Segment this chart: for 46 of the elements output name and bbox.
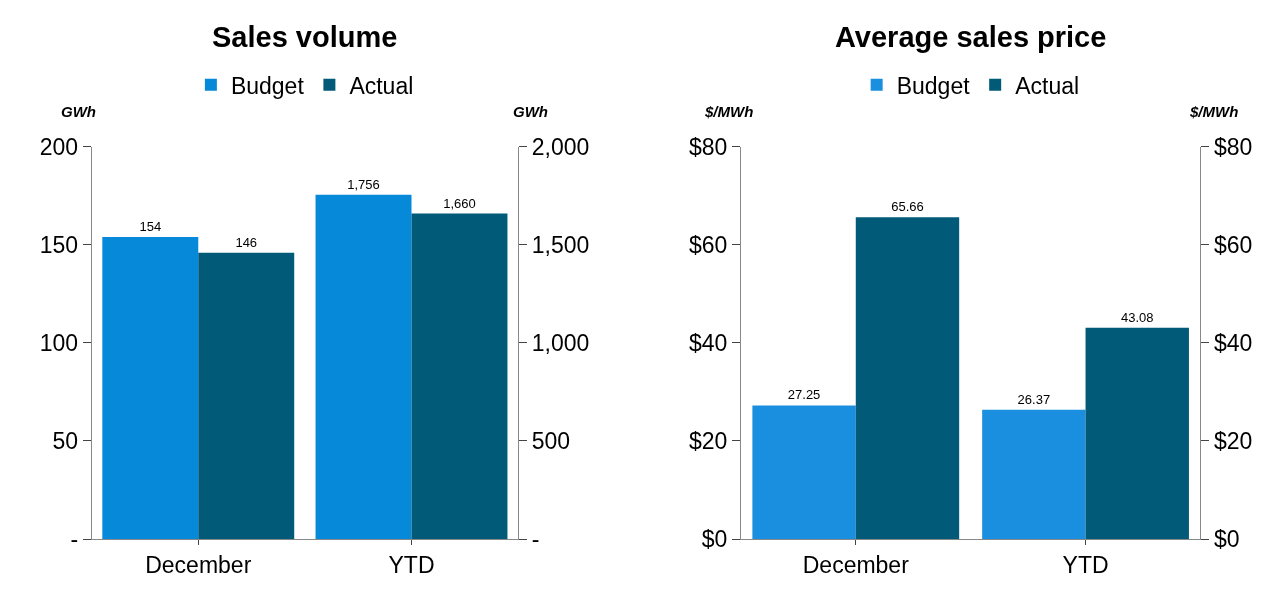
y-tick-label: $60 bbox=[688, 231, 728, 258]
bar bbox=[752, 405, 856, 540]
y2-tick-label: 500 bbox=[531, 428, 571, 455]
data-label: 154 bbox=[139, 219, 162, 235]
y-tick-label: 100 bbox=[39, 330, 79, 356]
legend-label: Actual bbox=[1015, 72, 1080, 99]
y2-axis-title: $/MWh bbox=[1189, 103, 1239, 120]
y2-axis-title: GWh bbox=[513, 103, 548, 120]
y2-tick-label: 1,500 bbox=[531, 231, 590, 258]
y2-tick-label: $60 bbox=[1214, 231, 1253, 258]
data-label: 43.08 bbox=[1120, 309, 1154, 325]
data-label: 26.37 bbox=[1017, 391, 1051, 407]
data-label: 1,660 bbox=[443, 195, 476, 211]
x-tick-label: YTD bbox=[1062, 551, 1109, 578]
y-axis-title: $/MWh bbox=[704, 103, 754, 120]
y-tick-label: 50 bbox=[52, 428, 79, 455]
y2-tick-label: $80 bbox=[1214, 133, 1253, 160]
y-tick-label: - bbox=[70, 526, 79, 553]
y-tick-label: $80 bbox=[688, 133, 728, 160]
y-tick-label: $40 bbox=[688, 330, 728, 357]
y2-tick-label: $40 bbox=[1214, 330, 1253, 357]
bar bbox=[982, 409, 1086, 540]
y-tick-label: 150 bbox=[39, 231, 79, 258]
legend-label: Actual bbox=[349, 72, 414, 99]
y2-tick-label: $20 bbox=[1214, 428, 1253, 455]
x-tick-label: December bbox=[145, 551, 252, 578]
data-label: 27.25 bbox=[787, 387, 821, 403]
chart-title: Average sales price bbox=[835, 21, 1107, 53]
y2-tick-label: 1,000 bbox=[531, 330, 590, 356]
y2-tick-label: $0 bbox=[1214, 526, 1240, 553]
legend-label: Budget bbox=[896, 72, 971, 99]
y-tick-label: $0 bbox=[701, 526, 728, 553]
y-axis-title: GWh bbox=[61, 103, 96, 120]
y2-tick-label: - bbox=[531, 526, 540, 553]
bar bbox=[855, 217, 960, 540]
data-label: 65.66 bbox=[891, 199, 924, 215]
x-tick-label: December bbox=[802, 551, 910, 578]
data-label: 1,756 bbox=[347, 176, 380, 192]
y-tick-label: 200 bbox=[39, 133, 79, 160]
chart-title: Sales volume bbox=[212, 21, 398, 53]
y2-tick-label: 2,000 bbox=[531, 133, 590, 160]
x-tick-label: YTD bbox=[388, 551, 435, 578]
data-label: 146 bbox=[235, 234, 258, 250]
legend-label: Budget bbox=[230, 72, 305, 99]
y-tick-label: $20 bbox=[688, 428, 728, 455]
bar bbox=[1085, 327, 1189, 540]
